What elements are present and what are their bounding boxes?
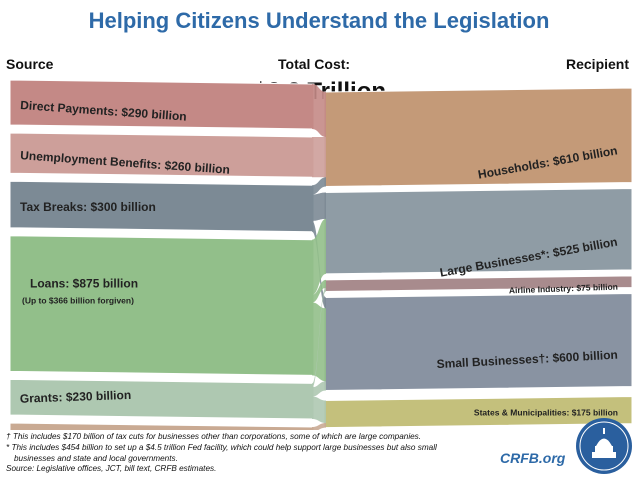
source-sublabel-loans: (Up to $366 billion forgiven) — [22, 295, 134, 305]
flow-loans-to-airline — [312, 279, 326, 303]
footnotes: † This includes $170 billion of tax cuts… — [6, 432, 437, 475]
flow-other-to-states — [312, 423, 326, 430]
flow-tax-to-large — [312, 192, 326, 221]
sankey-diagram: Direct Payments: $290 billionUnemploymen… — [9, 79, 633, 430]
brand-link[interactable]: CRFB.org — [500, 450, 566, 466]
total-cost-label: Total Cost: — [278, 56, 351, 72]
flow-grants-to-airline — [312, 287, 326, 388]
page-title: Helping Citizens Understand the Legislat… — [88, 8, 550, 33]
recipient-label-airline: Airline Industry: $75 billion — [509, 282, 618, 296]
recipient-label-states: States & Municipalities: $175 billion — [474, 408, 618, 418]
flow-loans-to-small — [312, 302, 326, 382]
flow-grants-to-states — [312, 396, 326, 424]
footnote-star: * This includes $454 billion to set up a… — [6, 442, 437, 452]
footnote-source: Source: Legislative offices, JCT, bill t… — [6, 464, 217, 474]
flow-direct-to-households — [312, 84, 326, 137]
flow-grants-to-small — [312, 381, 326, 397]
recipient-band-small — [323, 293, 633, 392]
source-band-loans — [9, 235, 315, 376]
source-band-other — [9, 422, 315, 430]
flow-unemp-to-households — [312, 136, 326, 178]
source-label-loans: Loans: $875 billion — [30, 276, 138, 290]
flow-tax-to-households — [312, 177, 326, 195]
footnote-star-cont: businesses and state and local governmen… — [14, 453, 178, 463]
capitol-seal-icon — [576, 418, 632, 474]
flow-loans-to-large — [312, 218, 326, 295]
source-header: Source — [6, 56, 54, 72]
source-label-tax: Tax Breaks: $300 billion — [20, 200, 156, 214]
footnote-dagger: † This includes $170 billion of tax cuts… — [6, 432, 422, 441]
source-label-grants: Grants: $230 billion — [20, 388, 132, 406]
recipient-header: Recipient — [566, 56, 630, 72]
